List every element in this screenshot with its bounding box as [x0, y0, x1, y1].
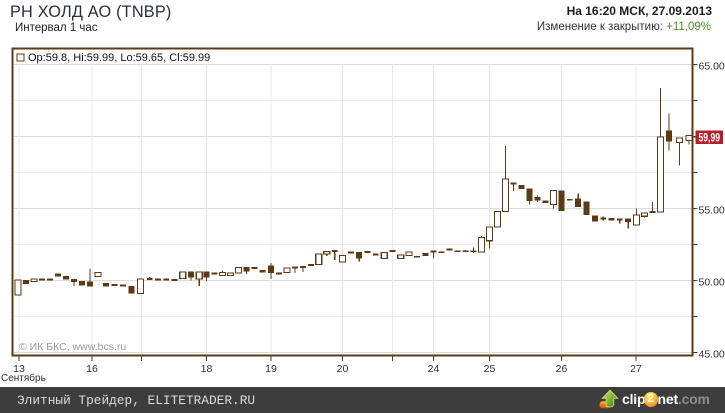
svg-text:16: 16	[86, 363, 98, 375]
svg-text:Op:59.8, Hi:59.99, Lo:59.65, C: Op:59.8, Hi:59.99, Lo:59.65, Cl:59.99	[28, 52, 210, 64]
svg-text:13: 13	[13, 363, 25, 375]
svg-text:24: 24	[428, 363, 440, 375]
svg-text:59,99: 59,99	[699, 133, 721, 145]
svg-text:18: 18	[201, 363, 213, 375]
svg-text:Сентябрь: Сентябрь	[1, 372, 46, 384]
svg-text:27: 27	[630, 363, 642, 375]
svg-text:25: 25	[484, 363, 496, 375]
svg-text:45.00: 45.00	[699, 349, 725, 361]
svg-text:65.00: 65.00	[699, 61, 725, 73]
svg-text:19: 19	[265, 363, 277, 375]
svg-text:55.00: 55.00	[699, 205, 725, 217]
svg-text:© ИК БКС, www.bcs.ru: © ИК БКС, www.bcs.ru	[19, 341, 126, 353]
svg-text:50.00: 50.00	[699, 277, 725, 289]
svg-text:20: 20	[337, 363, 349, 375]
svg-text:26: 26	[556, 363, 568, 375]
